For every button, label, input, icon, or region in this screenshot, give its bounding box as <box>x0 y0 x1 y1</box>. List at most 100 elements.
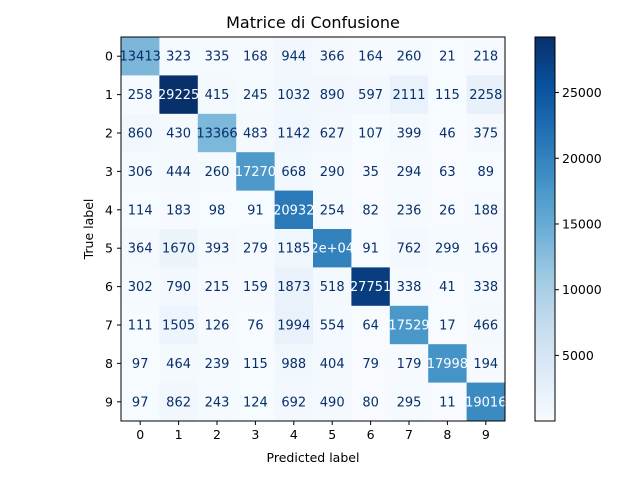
heatmap-cell <box>389 267 429 307</box>
heatmap-cell <box>351 152 391 192</box>
cell-value-label: 1505 <box>162 319 195 334</box>
heatmap-cell <box>274 190 314 230</box>
cell-value-label: 29225 <box>158 88 199 103</box>
cell-value-label: 1032 <box>277 88 310 103</box>
cell-value-label: 80 <box>362 395 379 410</box>
cell-value-label: 27751 <box>350 280 391 295</box>
heatmap-cell <box>121 229 160 268</box>
heatmap-cell <box>351 75 391 115</box>
heatmap-cell <box>351 267 391 307</box>
heatmap-cell <box>121 267 160 307</box>
cell-value-label: 254 <box>320 203 345 218</box>
cell-value-label: 98 <box>209 203 226 218</box>
heatmap-cell <box>236 75 276 115</box>
cell-value-label: 860 <box>128 127 153 142</box>
heatmap-cell <box>389 152 429 192</box>
cell-value-label: 375 <box>473 127 498 142</box>
cell-value-label: 1994 <box>277 319 310 334</box>
cell-value-label: 335 <box>205 50 230 65</box>
cell-value-label: 260 <box>397 50 422 65</box>
heatmap-cell <box>351 190 391 230</box>
cell-value-label: 41 <box>439 280 456 295</box>
heatmap-cell <box>351 344 391 384</box>
cell-value-label: 366 <box>320 50 345 65</box>
cell-value-label: 338 <box>397 280 422 295</box>
heatmap-cell <box>466 305 506 345</box>
cell-value-label: 215 <box>205 280 230 295</box>
heatmap-cell <box>313 382 352 422</box>
cell-value-label: 862 <box>166 395 191 410</box>
cell-value-label: 21 <box>439 50 456 65</box>
heatmap-cell <box>389 305 429 345</box>
cell-value-label: 236 <box>397 203 422 218</box>
cell-value-label: 19016 <box>465 395 506 410</box>
heatmap-cell <box>389 37 429 76</box>
cell-value-label: 399 <box>397 127 422 142</box>
heatmap-cell <box>159 113 199 153</box>
heatmap-cell <box>121 305 160 345</box>
y-tick-label: 7 <box>105 318 113 333</box>
heatmap-cell <box>159 75 199 115</box>
heatmap-cell <box>274 152 314 192</box>
heatmap-cell <box>274 344 314 384</box>
cell-value-label: 338 <box>473 280 498 295</box>
colorbar-tick-label: 5000 <box>562 348 594 363</box>
cell-value-label: 91 <box>247 203 264 218</box>
cell-value-label: 46 <box>439 127 456 142</box>
cell-value-label: 97 <box>132 357 149 372</box>
heatmap-cell <box>351 305 391 345</box>
cell-value-label: 91 <box>362 242 379 257</box>
heatmap-cell <box>159 152 199 192</box>
heatmap-cell <box>197 267 237 307</box>
heatmap-cell <box>466 229 506 268</box>
heatmap-cell <box>236 305 276 345</box>
x-tick-label: 2 <box>213 427 221 442</box>
colorbar-ticks: 5000 10000 15000 20000 25000 <box>555 85 602 363</box>
y-tick-label: 9 <box>105 394 113 409</box>
cell-value-label: 26 <box>439 203 456 218</box>
heatmap-cell <box>197 305 237 345</box>
cell-value-label: 243 <box>205 395 230 410</box>
heatmap-cell <box>428 152 468 192</box>
y-axis-ticks: 0 1 2 3 4 5 6 7 8 9 <box>105 49 121 409</box>
cell-value-label: 11 <box>439 395 456 410</box>
heatmap-cell <box>313 75 352 115</box>
heatmap-cell <box>197 113 237 153</box>
colorbar <box>534 36 556 422</box>
cell-value-label: 97 <box>132 395 149 410</box>
heatmap-cell <box>274 229 314 268</box>
heatmap-cell <box>313 305 352 345</box>
heatmap-cell <box>121 113 160 153</box>
cell-value-label: 260 <box>205 165 230 180</box>
heatmap-cell-labels: 13413 323 335 168 944 366 164 260 21 218 258 29225 4… <box>120 50 507 411</box>
heatmap-cell <box>466 113 506 153</box>
cell-value-label: 364 <box>128 242 153 257</box>
cell-value-label: 13413 <box>120 50 161 65</box>
cell-value-label: 183 <box>166 203 191 218</box>
heatmap-cell <box>197 382 237 422</box>
y-tick-label: 5 <box>105 241 113 256</box>
heatmap-cell <box>197 190 237 230</box>
heatmap-cell <box>428 37 468 76</box>
heatmap-cell <box>274 37 314 76</box>
heatmap-cell <box>197 229 237 268</box>
cell-value-label: 89 <box>478 165 495 180</box>
heatmap-cell <box>121 382 160 422</box>
heatmap-cell <box>236 190 276 230</box>
heatmap-cell <box>121 37 160 76</box>
cell-value-label: 111 <box>128 319 153 334</box>
heatmap-cell <box>159 267 199 307</box>
cell-value-label: 290 <box>320 165 345 180</box>
cell-value-label: 17 <box>439 319 456 334</box>
x-tick-label: 7 <box>405 427 413 442</box>
cell-value-label: 279 <box>243 242 268 257</box>
heatmap-cell <box>428 113 468 153</box>
heatmap-cell <box>389 382 429 422</box>
heatmap-cell <box>197 344 237 384</box>
cell-value-label: 35 <box>362 165 379 180</box>
cell-value-label: 483 <box>243 127 268 142</box>
heatmap-cell <box>236 113 276 153</box>
heatmap-cell <box>351 37 391 76</box>
axes-frame <box>120 36 506 422</box>
chart-title: Matrice di Confusione <box>226 13 400 32</box>
